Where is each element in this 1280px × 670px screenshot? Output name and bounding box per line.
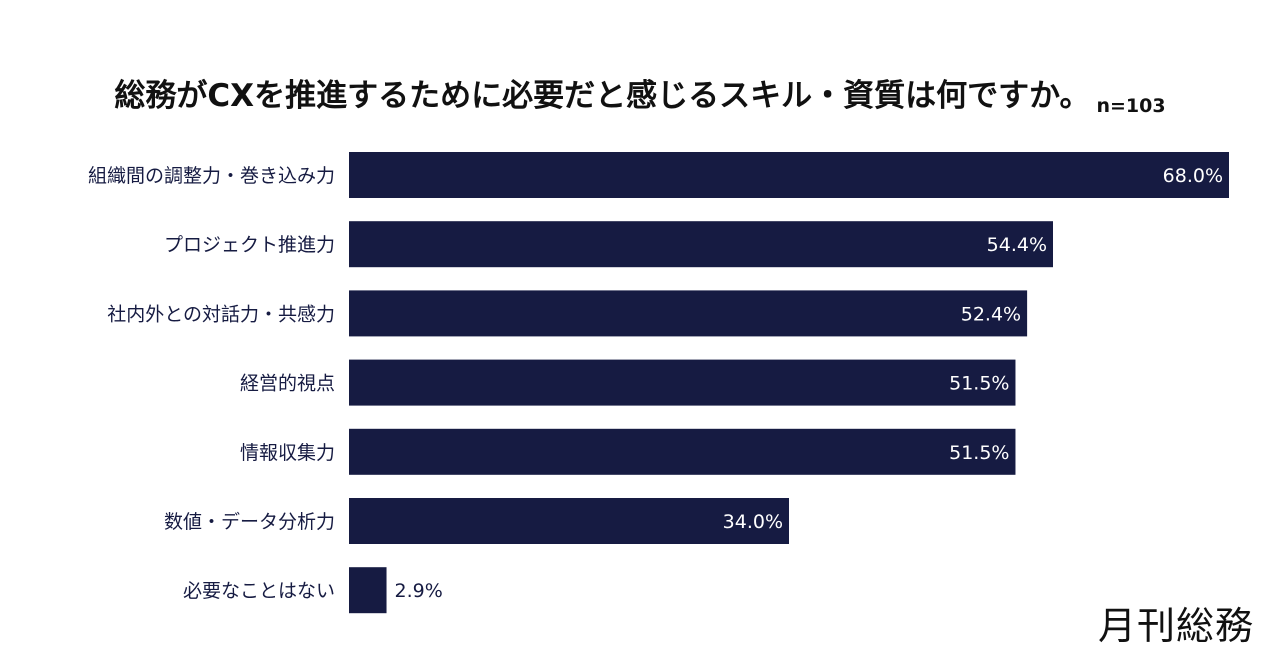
bar bbox=[349, 290, 1028, 337]
category-label: 情報収集力 bbox=[240, 442, 335, 464]
category-label: 経営的視点 bbox=[240, 373, 335, 395]
category-label: 組織間の調整力・巻き込み力 bbox=[88, 165, 335, 187]
category-label: 社内外との対話力・共感力 bbox=[107, 303, 335, 325]
bar bbox=[349, 152, 1229, 198]
category-label: 必要なことはない bbox=[183, 580, 335, 602]
value-label: 68.0% bbox=[1163, 165, 1223, 187]
chart-title: 総務がCXを推進するために必要だと感じるスキル・資質は何ですか。 n=103 bbox=[0, 70, 1280, 117]
value-label: 34.0% bbox=[723, 511, 783, 533]
bar bbox=[349, 359, 1016, 406]
bar bbox=[349, 567, 387, 614]
value-label: 51.5% bbox=[949, 442, 1009, 464]
value-label: 52.4% bbox=[961, 303, 1021, 325]
brand-logo: 月刊総務 bbox=[1097, 604, 1254, 648]
sample-size-label: n=103 bbox=[1096, 95, 1166, 117]
bar bbox=[349, 498, 789, 544]
bar bbox=[349, 428, 1016, 475]
category-label: プロジェクト推進力 bbox=[164, 234, 335, 256]
bar bbox=[349, 221, 1053, 268]
value-label: 2.9% bbox=[395, 580, 443, 602]
value-label: 51.5% bbox=[949, 373, 1009, 395]
category-label: 数値・データ分析力 bbox=[164, 511, 335, 533]
chart-title-text: 総務がCXを推進するために必要だと感じるスキル・資質は何ですか。 bbox=[114, 78, 1091, 114]
value-label: 54.4% bbox=[987, 234, 1047, 256]
